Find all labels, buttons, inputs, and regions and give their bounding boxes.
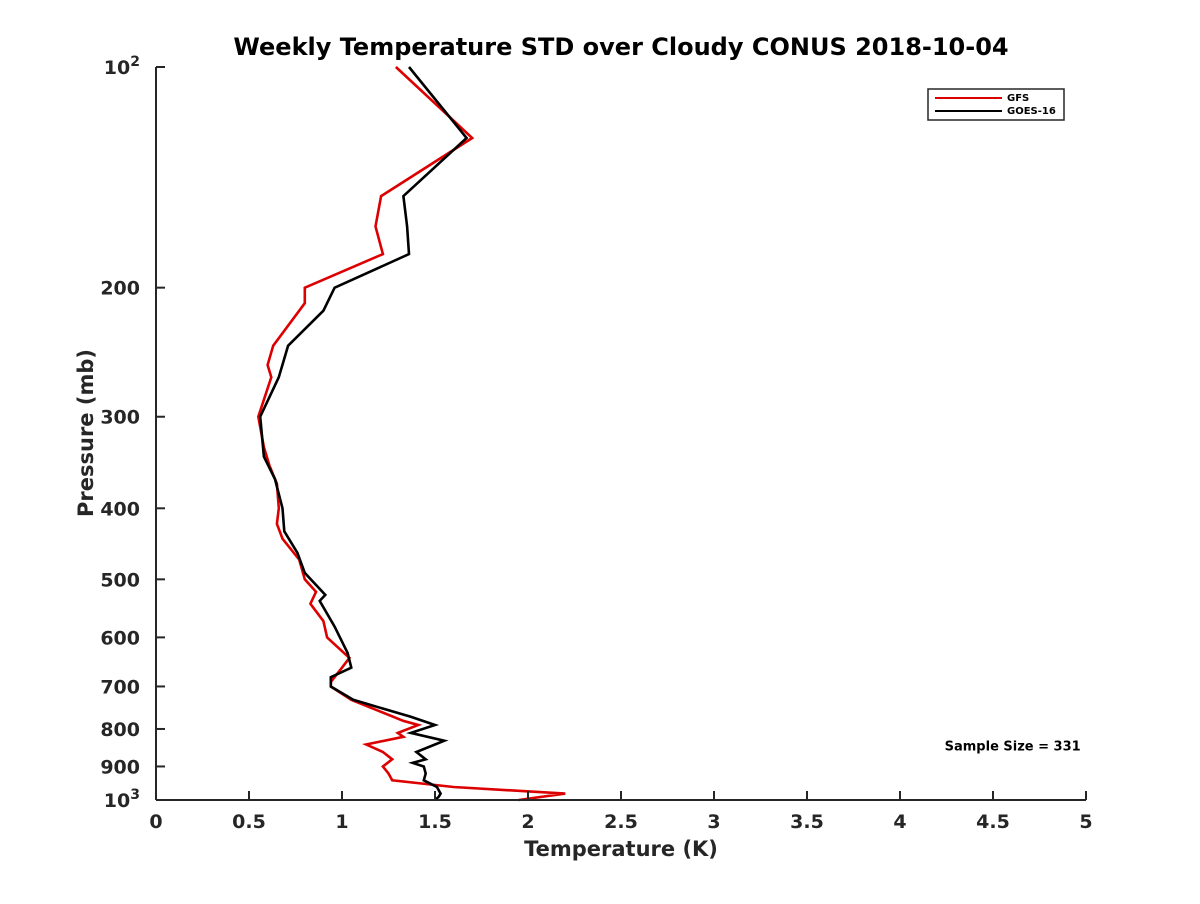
x-tick-label: 4 — [893, 811, 906, 833]
y-tick-label: 700 — [100, 676, 140, 698]
y-tick-label: 400 — [100, 498, 140, 520]
x-tick-label: 1.5 — [418, 811, 452, 833]
plot-area: 0 0.5 1 1.5 2 2.5 3 3.5 4 4.5 5 102 200 300 400 500 600… — [100, 54, 1092, 833]
x-tick-label: 5 — [1079, 811, 1092, 833]
legend: GFS GOES-16 — [927, 88, 1065, 121]
chart-title: Weekly Temperature STD over Cloudy CONUS… — [233, 33, 1008, 61]
x-tick-label: 3.5 — [790, 811, 824, 833]
series-line-goes16 — [258, 66, 469, 801]
y-tick-label: 102 — [104, 54, 140, 79]
y-axis-ticks: 102 200 300 400 500 600 700 800 900 103 — [100, 54, 165, 812]
y-axis-label: Pressure (mb) — [74, 349, 98, 517]
y-tick-label: 200 — [100, 278, 140, 300]
series-layer — [256, 66, 566, 802]
y-tick-label: 300 — [100, 407, 140, 429]
series-line-gfs — [256, 66, 566, 802]
sample-size-annotation: Sample Size = 331 — [945, 739, 1081, 754]
x-tick-label: 0 — [149, 811, 162, 833]
y-tick-label: 103 — [104, 787, 140, 812]
x-tick-label: 2.5 — [604, 811, 638, 833]
y-tick-label: 900 — [100, 756, 140, 778]
legend-label-goes16: GOES-16 — [1007, 106, 1056, 117]
legend-box — [927, 88, 1065, 121]
x-tick-label: 1 — [335, 811, 348, 833]
x-axis-ticks: 0 0.5 1 1.5 2 2.5 3 3.5 4 4.5 5 — [149, 791, 1093, 833]
x-axis-label: Temperature (K) — [524, 837, 718, 861]
x-tick-label: 0.5 — [232, 811, 266, 833]
x-tick-label: 2 — [521, 811, 534, 833]
y-tick-label: 600 — [100, 627, 140, 649]
x-tick-label: 3 — [707, 811, 720, 833]
x-tick-label: 4.5 — [976, 811, 1010, 833]
y-tick-label: 500 — [100, 569, 140, 591]
legend-label-gfs: GFS — [1007, 93, 1029, 104]
y-tick-label: 800 — [100, 719, 140, 741]
